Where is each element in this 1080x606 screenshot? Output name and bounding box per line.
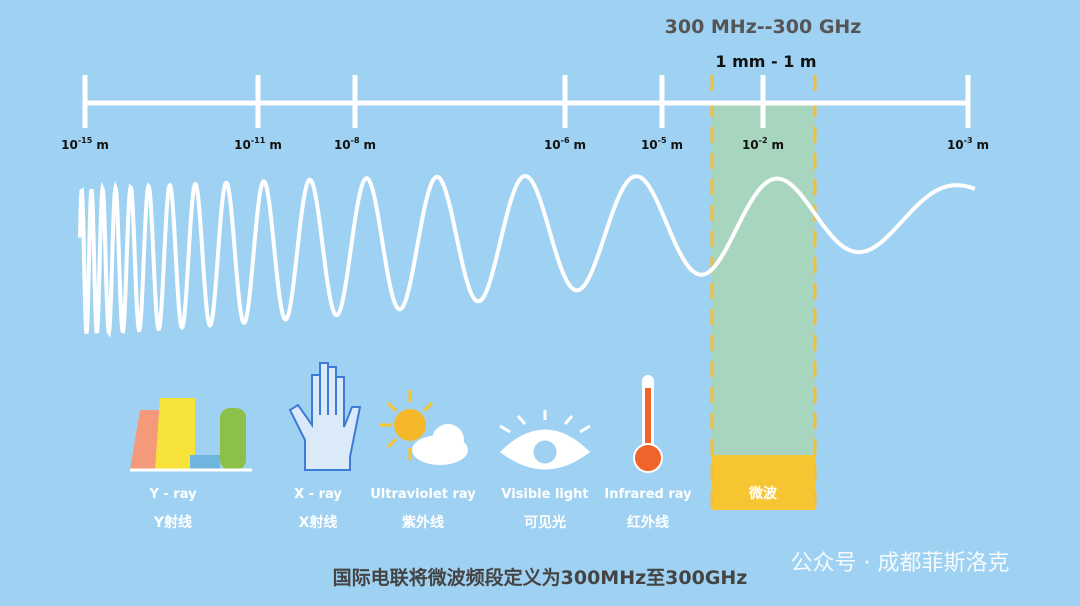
tick-label: 10-3 m <box>947 136 989 152</box>
radiation-zh: 红外线 <box>627 514 669 531</box>
xray-icon <box>288 362 362 471</box>
radiation-zh: X射线 <box>299 514 338 531</box>
tick-base: 10 <box>234 138 251 152</box>
tick-unit: m <box>574 138 587 152</box>
tick-unit: m <box>977 138 990 152</box>
tick-unit: m <box>671 138 684 152</box>
radiation-en: Visible light <box>501 487 588 502</box>
uv-icon <box>380 390 468 465</box>
tick-label: 10-6 m <box>544 136 586 152</box>
tick-unit: m <box>364 138 377 152</box>
wave <box>78 174 976 338</box>
tick-base: 10 <box>742 138 759 152</box>
tick-label: 10-2 m <box>742 136 784 152</box>
band-frequency: 300 MHz--300 GHz <box>665 16 862 38</box>
tick-label: 10-8 m <box>334 136 376 152</box>
tick-unit: m <box>96 138 109 152</box>
watermark: 公众号 · 成都菲斯洛克 <box>791 551 1010 576</box>
band-area <box>712 103 815 455</box>
tick-exp: -2 <box>759 136 768 145</box>
tick-exp: -8 <box>351 136 360 145</box>
tick-label: 10-15 m <box>61 136 109 152</box>
ticks: 10-15 m 10-11 m 10-8 m 10-6 m 10-5 m 10-2 m 10-3 m <box>61 75 989 152</box>
radiation-en: X - ray <box>294 487 342 502</box>
tick-base: 10 <box>544 138 561 152</box>
tick-unit: m <box>772 138 785 152</box>
tick-unit: m <box>269 138 282 152</box>
tick-exp: -6 <box>561 136 570 145</box>
caption: 国际电联将微波频段定义为300MHz至300GHz <box>333 566 748 589</box>
tick-base: 10 <box>641 138 658 152</box>
band-name: 微波 <box>748 485 778 502</box>
eye-icon <box>499 410 591 470</box>
tick-label: 10-5 m <box>641 136 683 152</box>
radiation-zh: 紫外线 <box>402 514 444 531</box>
band-box <box>712 455 815 510</box>
radiation-en: Ultraviolet ray <box>370 487 476 502</box>
tick-exp: -11 <box>251 136 266 145</box>
labels: Y - ray Y射线 X - ray X射线 Ultraviolet ray 紫外线 Vi… <box>148 487 692 531</box>
tick-base: 10 <box>947 138 964 152</box>
radiation-zh: Y射线 <box>153 514 192 531</box>
tick-exp: -3 <box>964 136 973 145</box>
tick-label: 10-11 m <box>234 136 282 152</box>
tick-exp: -5 <box>658 136 667 145</box>
thermometer-icon <box>633 375 663 473</box>
tick-base: 10 <box>334 138 351 152</box>
radiation-en: Infrared ray <box>604 487 692 502</box>
radiation-zh: 可见光 <box>524 514 566 531</box>
tick-exp: -15 <box>78 136 93 145</box>
tick-base: 10 <box>61 138 78 152</box>
band-wavelength: 1 mm - 1 m <box>715 52 816 71</box>
gamma-icon <box>130 398 252 472</box>
radiation-en: Y - ray <box>148 487 197 502</box>
